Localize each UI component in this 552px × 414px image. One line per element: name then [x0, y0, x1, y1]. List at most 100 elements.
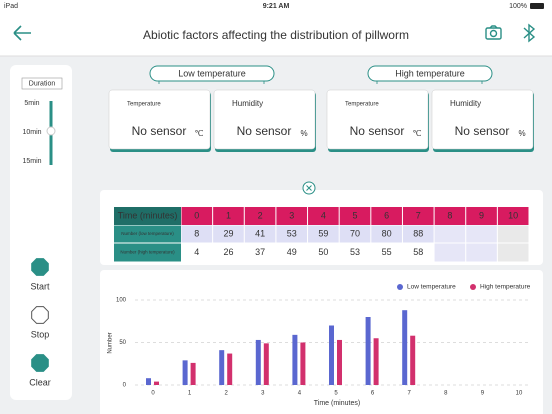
- x-tick-label: 5: [334, 391, 338, 397]
- table-cell: [497, 243, 529, 262]
- bar: [227, 353, 233, 385]
- table-cell: [213, 243, 244, 262]
- table-cell-value: 8: [194, 228, 199, 238]
- group-title: High temperature: [395, 68, 465, 78]
- table-row-header: [114, 243, 181, 262]
- sensor-value: No sensor: [132, 124, 187, 138]
- x-tick-label: 9: [481, 391, 485, 397]
- duration-label: Duration: [29, 80, 56, 87]
- table-cell: [181, 243, 213, 262]
- table-cell: [339, 225, 371, 243]
- table-cell-value: 55: [382, 247, 392, 257]
- table-cell: [308, 243, 339, 262]
- table-row-label: Number (low temperature): [121, 231, 174, 236]
- camera-button[interactable]: [485, 25, 502, 40]
- table-column-header: [497, 207, 529, 225]
- table-column-header: [181, 207, 213, 225]
- y-tick-label: 0: [123, 383, 127, 389]
- bar: [337, 339, 342, 385]
- table-cell: [276, 225, 308, 243]
- table-column-label: 4: [321, 210, 326, 220]
- table-column-header: [466, 207, 497, 225]
- button-label[interactable]: Clear: [29, 377, 51, 387]
- bar: [255, 339, 261, 385]
- table-cell: [308, 225, 339, 243]
- group-pill: [149, 65, 275, 82]
- table-cell-value: 88: [413, 228, 423, 238]
- table-column-header: [308, 207, 339, 225]
- bar: [300, 342, 306, 385]
- battery-level: 100%: [509, 3, 527, 10]
- x-tick-label: 6: [371, 391, 375, 397]
- button-label[interactable]: Start: [30, 281, 50, 291]
- sensor-value: No sensor: [350, 124, 405, 138]
- table-cell: [339, 243, 371, 262]
- table-cell-value: 50: [318, 247, 328, 257]
- button-icon[interactable]: [31, 354, 49, 372]
- slider-thumb[interactable]: [46, 126, 56, 136]
- x-tick-label: 2: [225, 391, 229, 397]
- table-cell: [244, 225, 276, 243]
- sidebar-panel: [10, 65, 72, 400]
- table-cell-value: 41: [255, 228, 265, 238]
- group-pill: [367, 65, 493, 82]
- duration-option[interactable]: 10min: [22, 129, 41, 136]
- table-column-label: 0: [194, 210, 199, 220]
- sensor-unit: ℃: [413, 129, 422, 138]
- table-cell: [466, 243, 497, 262]
- table-row-label: Number (high temperature): [120, 250, 175, 255]
- table-column-header: [371, 207, 402, 225]
- table-column-label: 10: [508, 210, 518, 220]
- bar: [402, 310, 408, 385]
- bar: [329, 325, 334, 385]
- sensor-label: Humidity: [450, 99, 481, 108]
- close-icon: [306, 185, 312, 191]
- page-title: Abiotic factors affecting the distributi…: [143, 28, 409, 42]
- table-cell: [244, 243, 276, 262]
- bar: [410, 335, 416, 385]
- legend-label: High temperature: [480, 284, 531, 291]
- table-cell-value: 53: [287, 228, 297, 238]
- legend-swatch: [470, 284, 476, 290]
- group-title: Low temperature: [178, 68, 246, 78]
- sensor-label: Temperature: [127, 102, 161, 108]
- bar: [373, 338, 379, 385]
- table-column-header: [402, 207, 434, 225]
- sensor-unit: ℃: [195, 129, 204, 138]
- button-icon[interactable]: [31, 306, 49, 324]
- table-cell-value: 49: [287, 247, 297, 257]
- duration-option[interactable]: 5min: [24, 100, 39, 107]
- table-cell: [466, 225, 497, 243]
- sensor-card: [213, 89, 316, 150]
- table-column-label: 1: [226, 210, 231, 220]
- bar: [292, 334, 298, 385]
- device-name: iPad: [4, 3, 18, 10]
- x-axis-label: Time (minutes): [314, 400, 360, 407]
- x-tick-label: 10: [516, 391, 523, 397]
- table-column-header: [434, 207, 466, 225]
- button-icon[interactable]: [31, 258, 49, 276]
- sensor-label: Humidity: [232, 99, 263, 108]
- status-time: 9:21 AM: [263, 3, 290, 10]
- sensor-card: [326, 89, 429, 150]
- table-cell-value: 59: [318, 228, 328, 238]
- table-cell: [276, 243, 308, 262]
- table-header-label: Time (minutes): [118, 210, 178, 220]
- button-label[interactable]: Stop: [31, 329, 50, 339]
- duration-option[interactable]: 15min: [22, 158, 41, 165]
- table-column-label: 5: [352, 210, 357, 220]
- duration-box: [21, 77, 63, 90]
- table-cell: [497, 225, 529, 243]
- table-cell-value: 29: [223, 228, 233, 238]
- table-column-header: [276, 207, 308, 225]
- table-cell: [371, 225, 402, 243]
- sensor-unit: %: [300, 129, 307, 138]
- table-column-header: [244, 207, 276, 225]
- back-button[interactable]: [13, 25, 31, 41]
- table-column-label: 3: [289, 210, 294, 220]
- table-cell: [434, 225, 466, 243]
- bluetooth-button[interactable]: [523, 23, 536, 43]
- table-cell-value: 58: [413, 247, 423, 257]
- x-tick-label: 3: [261, 391, 265, 397]
